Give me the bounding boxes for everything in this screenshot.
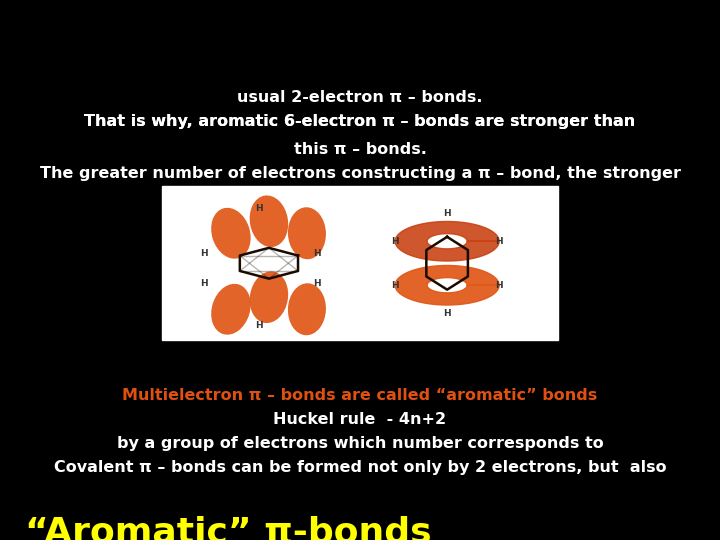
Text: H: H xyxy=(391,281,399,290)
Polygon shape xyxy=(395,221,499,261)
Text: The greater number of electrons constructing a π – bond, the stronger: The greater number of electrons construc… xyxy=(40,166,680,181)
Text: by a group of electrons which number corresponds to: by a group of electrons which number cor… xyxy=(117,436,603,451)
Text: Covalent π – bonds can be formed not only by 2 electrons, but  also: Covalent π – bonds can be formed not onl… xyxy=(54,460,666,475)
Text: H: H xyxy=(255,321,263,330)
Text: H: H xyxy=(444,309,451,318)
Ellipse shape xyxy=(250,195,288,247)
Ellipse shape xyxy=(288,207,326,259)
Text: H: H xyxy=(391,237,399,246)
Polygon shape xyxy=(395,266,499,305)
Text: H: H xyxy=(313,249,320,258)
Text: Multielectron π – bonds are called “aromatic” bonds: Multielectron π – bonds are called “arom… xyxy=(122,388,598,403)
Text: Huckel rule  - 4n+2: Huckel rule - 4n+2 xyxy=(274,412,446,427)
Ellipse shape xyxy=(211,284,251,335)
Text: this π – bonds.: this π – bonds. xyxy=(294,143,426,157)
Text: H: H xyxy=(200,249,208,258)
Text: H: H xyxy=(255,204,263,213)
Ellipse shape xyxy=(211,208,251,259)
Text: usual 2-electron π – bonds.: usual 2-electron π – bonds. xyxy=(238,90,482,105)
Text: H: H xyxy=(313,279,320,288)
Text: That is why, aromatic 6-electron π – bonds are stronger than: That is why, aromatic 6-electron π – bon… xyxy=(84,114,636,129)
Text: “Aromatic” π-bonds: “Aromatic” π-bonds xyxy=(25,516,432,540)
Text: H: H xyxy=(495,237,503,246)
Text: H: H xyxy=(444,209,451,218)
Text: H: H xyxy=(495,281,503,290)
Text: H: H xyxy=(200,279,208,288)
Ellipse shape xyxy=(250,272,288,323)
Ellipse shape xyxy=(288,284,326,335)
Bar xyxy=(162,186,558,340)
Text: That is why, aromatic 6-electron π – bonds are stronger than: That is why, aromatic 6-electron π – bon… xyxy=(84,114,636,129)
